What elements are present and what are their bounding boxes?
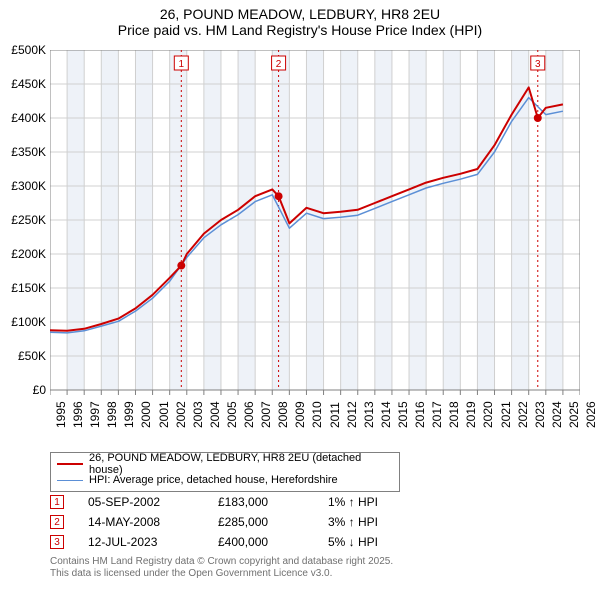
x-tick-label: 2004	[208, 401, 222, 428]
x-tick-label: 2009	[293, 401, 307, 428]
events-table: 1 05-SEP-2002 £183,000 1% ↑ HPI 2 14-MAY…	[50, 492, 550, 552]
legend-label: 26, POUND MEADOW, LEDBURY, HR8 2EU (deta…	[89, 452, 393, 476]
y-tick-label: £300K	[2, 179, 46, 193]
x-tick-label: 1998	[105, 401, 119, 428]
x-tick-label: 2001	[157, 401, 171, 428]
footer-line-1: Contains HM Land Registry data © Crown c…	[50, 556, 393, 568]
legend-label: HPI: Average price, detached house, Here…	[89, 474, 338, 486]
y-tick-label: £200K	[2, 247, 46, 261]
event-marker-box: 3	[50, 535, 64, 549]
event-marker-box: 2	[50, 515, 64, 529]
x-tick-label: 2011	[328, 402, 342, 428]
page: 26, POUND MEADOW, LEDBURY, HR8 2EU Price…	[0, 0, 600, 590]
event-date: 05-SEP-2002	[88, 495, 218, 509]
event-pct: 1% ↑ HPI	[328, 495, 448, 509]
x-tick-label: 2012	[345, 401, 359, 428]
x-tick-label: 2026	[584, 401, 598, 428]
y-tick-label: £0	[2, 383, 46, 397]
chart-plot-area: 1 2 3	[50, 50, 580, 420]
event-pct: 3% ↑ HPI	[328, 515, 448, 529]
x-tick-label: 2025	[567, 401, 581, 428]
y-tick-label: £400K	[2, 111, 46, 125]
event-date: 12-JUL-2023	[88, 535, 218, 549]
svg-text:3: 3	[535, 59, 541, 70]
x-tick-label: 2017	[430, 401, 444, 428]
y-tick-label: £50K	[2, 349, 46, 363]
x-tick-label: 2016	[413, 401, 427, 428]
event-marker-box: 1	[50, 495, 64, 509]
x-tick-label: 2003	[191, 401, 205, 428]
legend-swatch-icon	[57, 463, 83, 465]
x-tick-label: 2018	[447, 401, 461, 428]
title-line-1: 26, POUND MEADOW, LEDBURY, HR8 2EU	[0, 6, 600, 22]
footer-line-2: This data is licensed under the Open Gov…	[50, 568, 393, 580]
y-tick-label: £150K	[2, 281, 46, 295]
y-tick-label: £450K	[2, 77, 46, 91]
x-tick-label: 1995	[54, 401, 68, 428]
legend-swatch-icon	[57, 480, 83, 481]
chart-svg: 1 2 3	[50, 50, 580, 420]
y-tick-label: £250K	[2, 213, 46, 227]
event-pct: 5% ↓ HPI	[328, 535, 448, 549]
title-line-2: Price paid vs. HM Land Registry's House …	[0, 22, 600, 38]
table-row: 1 05-SEP-2002 £183,000 1% ↑ HPI	[50, 492, 550, 512]
legend: 26, POUND MEADOW, LEDBURY, HR8 2EU (deta…	[50, 452, 400, 492]
x-tick-label: 2023	[533, 401, 547, 428]
table-row: 3 12-JUL-2023 £400,000 5% ↓ HPI	[50, 532, 550, 552]
x-tick-label: 2021	[499, 401, 513, 428]
x-tick-label: 1996	[71, 401, 85, 428]
svg-text:1: 1	[179, 59, 185, 70]
x-tick-label: 2002	[174, 401, 188, 428]
event-price: £400,000	[218, 535, 328, 549]
footer-attribution: Contains HM Land Registry data © Crown c…	[50, 556, 393, 580]
chart-title: 26, POUND MEADOW, LEDBURY, HR8 2EU Price…	[0, 0, 600, 40]
x-tick-label: 2013	[362, 401, 376, 428]
x-tick-label: 2024	[550, 401, 564, 428]
x-tick-label: 2014	[379, 401, 393, 428]
y-tick-label: £100K	[2, 315, 46, 329]
event-date: 14-MAY-2008	[88, 515, 218, 529]
x-tick-label: 1999	[122, 401, 136, 428]
y-tick-label: £350K	[2, 145, 46, 159]
svg-text:2: 2	[276, 59, 282, 70]
x-tick-label: 2007	[259, 401, 273, 428]
x-tick-label: 2005	[225, 401, 239, 428]
event-price: £285,000	[218, 515, 328, 529]
x-tick-label: 2020	[481, 401, 495, 428]
x-tick-label: 2022	[516, 401, 530, 428]
legend-item: 26, POUND MEADOW, LEDBURY, HR8 2EU (deta…	[57, 456, 393, 472]
x-tick-label: 2000	[139, 401, 153, 428]
table-row: 2 14-MAY-2008 £285,000 3% ↑ HPI	[50, 512, 550, 532]
x-tick-label: 2006	[242, 401, 256, 428]
x-tick-label: 2019	[464, 401, 478, 428]
x-tick-label: 2015	[396, 401, 410, 428]
event-price: £183,000	[218, 495, 328, 509]
x-tick-label: 2010	[310, 401, 324, 428]
x-tick-label: 1997	[88, 401, 102, 428]
y-tick-label: £500K	[2, 43, 46, 57]
x-tick-label: 2008	[276, 401, 290, 428]
